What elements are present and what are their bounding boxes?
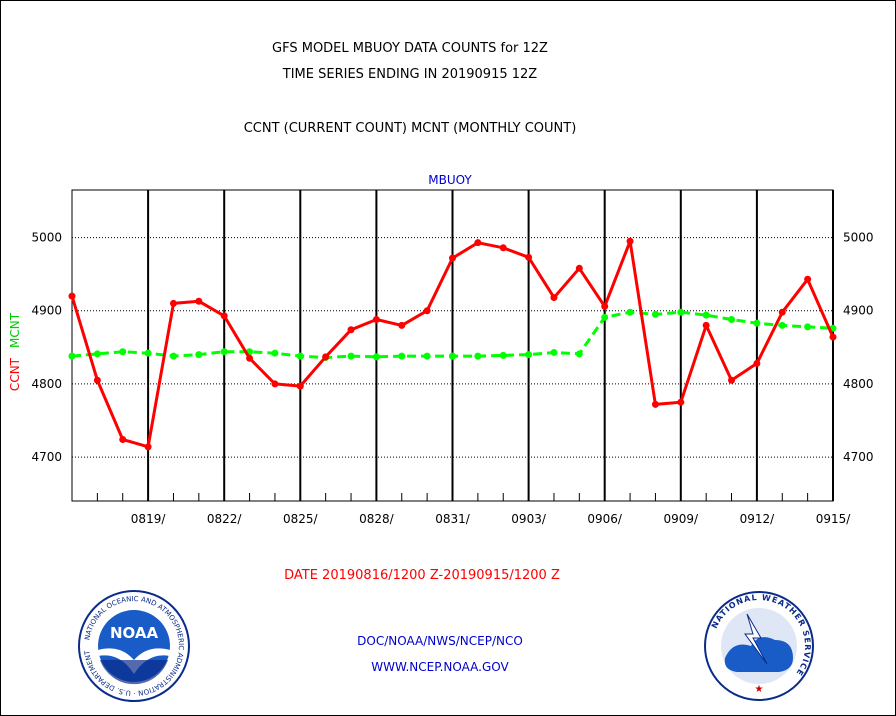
data-point-mcnt [626,308,634,316]
data-point-mcnt [804,323,812,331]
data-point-ccnt [575,264,583,272]
data-point-mcnt [398,352,406,360]
nws-lightning-icon [744,613,768,665]
data-point-ccnt [423,307,431,315]
nws-cloud-icon [724,637,793,672]
x-tick-label: 0825/ [283,512,319,526]
data-point-ccnt [651,400,659,408]
nws-star-icon: ★ [755,684,764,695]
y-tick-label-right: 4700 [843,450,874,464]
data-point-mcnt [677,308,685,316]
y-tick-label-left: 4800 [31,377,62,391]
data-point-mcnt [601,313,609,321]
data-point-mcnt [550,348,558,356]
data-point-ccnt [296,382,304,390]
data-point-ccnt [499,244,507,252]
data-point-ccnt [398,321,406,329]
data-point-mcnt [169,352,177,360]
data-point-ccnt [626,237,634,245]
data-point-ccnt [677,398,685,406]
data-point-mcnt [347,352,355,360]
data-point-ccnt [195,297,203,305]
axes [71,189,834,502]
data-point-ccnt [728,376,736,384]
data-point-ccnt [702,321,710,329]
data-point-ccnt [474,239,482,247]
data-point-ccnt [804,275,812,283]
footer-line-1: DOC/NOAA/NWS/NCEP/NCO [357,634,523,648]
data-point-mcnt [728,316,736,324]
noaa-logo: NOAA NATIONAL OCEANIC AND ATMOSPHERIC AD… [78,590,190,702]
noaa-logo-text: NOAA [110,624,159,642]
data-point-mcnt [449,352,456,360]
data-point-mcnt [372,353,380,361]
data-point-mcnt [220,348,228,356]
data-point-ccnt [347,326,355,334]
x-tick-label: 0819/ [131,512,167,526]
data-point-ccnt [220,312,228,320]
nws-logo: NATIONAL WEATHER SERVICE ★ [704,591,814,701]
data-point-mcnt [68,352,76,360]
data-point-mcnt [271,349,279,357]
data-point-ccnt [449,254,456,262]
tick-labels: 4700 4700 4800 4800 4900 4900 5000 5000 0819/082… [31,231,873,526]
subtitle: CCNT (CURRENT COUNT) MCNT (MONTHLY COUNT… [244,121,577,136]
data-point-ccnt [525,253,533,261]
y-tick-label-right: 5000 [843,231,874,245]
x-tick-label: 0909/ [664,512,700,526]
footer-line-2: WWW.NCEP.NOAA.GOV [371,660,509,674]
data-point-mcnt [525,351,533,359]
data-point-ccnt [829,333,837,341]
data-point-mcnt [778,321,786,329]
data-point-ccnt [68,292,76,300]
series-layer [68,237,837,451]
data-point-ccnt [601,302,609,310]
data-point-mcnt [195,351,203,359]
panel-title: MBUOY [428,173,472,187]
data-point-ccnt [322,353,330,361]
y-axis-label: CCNT MCNT [8,312,22,391]
y-tick-label-right: 4800 [843,377,874,391]
data-point-mcnt [144,349,152,357]
data-point-mcnt [499,351,507,359]
x-axis-label: DATE 20190816/1200 Z-20190915/1200 Z [284,568,560,583]
title-line-2: TIME SERIES ENDING IN 20190915 12Z [282,67,538,82]
title-line-1: GFS MODEL MBUOY DATA COUNTS for 12Z [272,41,548,56]
x-tick-label: 0912/ [740,512,776,526]
data-point-ccnt [372,316,380,324]
data-point-mcnt [474,352,482,360]
data-point-ccnt [753,359,761,367]
x-tick-label: 0822/ [207,512,243,526]
data-point-mcnt [296,352,304,360]
y-tick-label-left: 5000 [31,231,62,245]
ylabel-mcnt: MCNT [8,312,22,348]
data-point-ccnt [778,308,786,316]
data-point-mcnt [423,352,431,360]
x-tick-label: 0831/ [435,512,471,526]
data-point-mcnt [119,348,127,356]
data-point-ccnt [119,436,127,444]
svg-text:CCNTMCNT: CCNT MCNT [8,312,22,391]
y-tick-label-right: 4900 [843,304,874,318]
data-point-ccnt [271,380,279,388]
data-point-ccnt [246,354,254,362]
data-point-ccnt [144,443,152,451]
x-tick-label: 0915/ [816,512,852,526]
y-tick-label-left: 4900 [31,304,62,318]
data-point-mcnt [651,310,659,318]
data-point-mcnt [93,350,101,358]
data-point-mcnt [753,319,761,327]
x-tick-label: 0906/ [587,512,623,526]
ylabel-ccnt: CCNT [8,357,22,391]
x-tick-label: 0903/ [511,512,547,526]
grid [72,190,834,501]
data-point-ccnt [169,299,177,307]
data-point-ccnt [93,376,101,384]
y-tick-label-left: 4700 [31,450,62,464]
x-tick-label: 0828/ [359,512,395,526]
data-point-ccnt [550,294,558,302]
data-point-mcnt [702,311,710,319]
data-point-mcnt [575,350,583,358]
